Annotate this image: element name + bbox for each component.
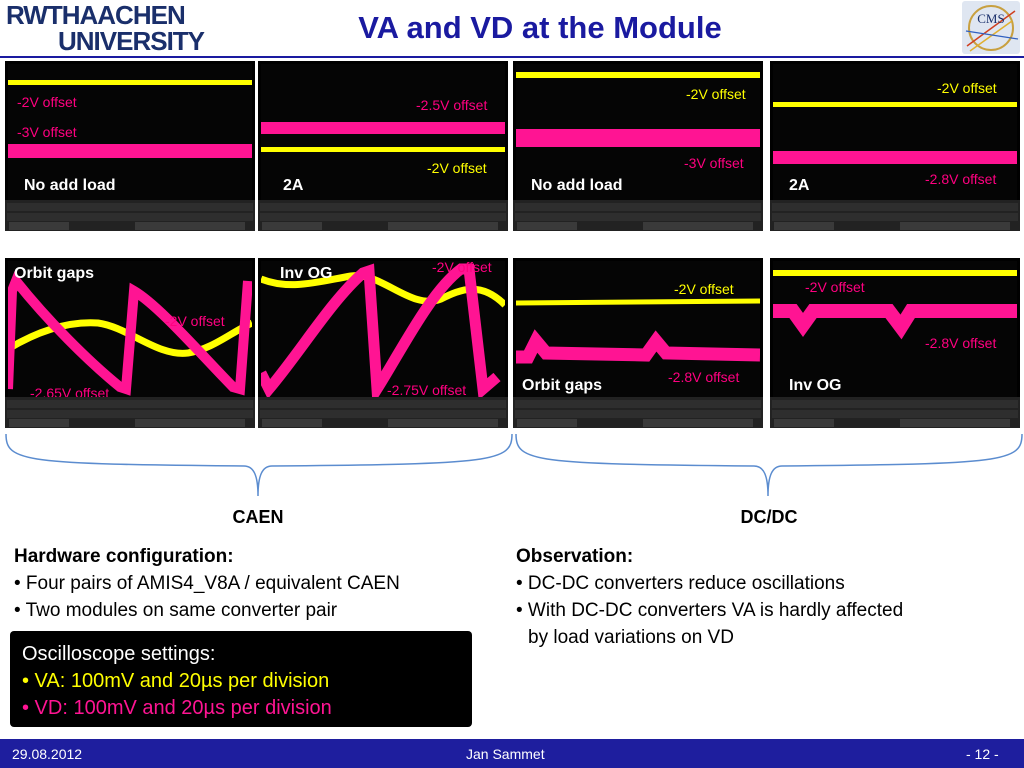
scope-waveforms	[516, 298, 760, 364]
dcdc-label: DC/DC	[740, 507, 798, 527]
yellow-offset-label: -2V offset	[937, 80, 997, 96]
yellow-offset-label: -2V offset	[165, 313, 225, 329]
scope-caption: No add load	[24, 177, 116, 194]
scope-caption: No add load	[531, 177, 623, 194]
hardware-heading: Hardware configuration:	[14, 546, 234, 567]
magenta-offset-label: -2.8V offset	[668, 369, 740, 385]
magenta-offset-label: -3V offset	[684, 155, 744, 171]
scope-panel-3: -2V offset -3V offset No add load	[513, 61, 763, 231]
footer-author: Jan Sammet	[466, 746, 545, 762]
scope-panel-1: -2V offset -3V offset No add load	[5, 61, 255, 231]
logo-line-2: UNIVERSITY	[58, 26, 205, 56]
hardware-item: • Two modules on same converter pair	[14, 600, 338, 621]
va-trace	[516, 72, 760, 78]
scope-status-bar	[513, 397, 763, 428]
dcdc-brace	[515, 433, 1023, 497]
scope-caption: Inv OG	[280, 265, 333, 282]
vd-setting: • VD: 100mV and 20µs per division	[22, 697, 332, 719]
scope-status-bar	[258, 200, 508, 231]
caen-label: CAEN	[232, 507, 284, 527]
scope-panel-6: Inv OG -2V offset -2.75V offset	[258, 258, 508, 428]
scope-status-bar	[5, 397, 255, 428]
scope-screen: -2V offset -3V offset No add load	[8, 64, 252, 200]
oscilloscope-settings-box: Oscilloscope settings: • VA: 100mV and 2…	[10, 631, 472, 727]
scope-screen: -2V offset -2.8V offset Orbit gaps	[516, 261, 760, 397]
logo-line-1: RWTHAACHEN	[6, 0, 186, 30]
yellow-offset-label: -2V offset	[432, 259, 492, 275]
vd-trace	[773, 151, 1017, 164]
magenta-offset-label: -2.75V offset	[387, 382, 467, 398]
va-trace	[261, 147, 505, 152]
rwth-logo: RWTHAACHEN UNIVERSITY	[6, 2, 206, 54]
scope-caption: Orbit gaps	[14, 265, 95, 282]
yellow-offset-label: -2V offset	[17, 94, 77, 110]
cms-logo-text: CMS	[977, 11, 1004, 26]
observation-item-continued: by load variations on VD	[528, 627, 734, 648]
cms-logo-graphic: CMS	[965, 5, 1019, 52]
va-trace	[773, 102, 1017, 107]
scope-status-bar	[258, 397, 508, 428]
header-divider	[0, 56, 1024, 58]
footer-page-number: - 12 -	[966, 746, 999, 762]
yellow-offset-label: -2V offset	[674, 281, 734, 297]
scope-screen: -2V offset -3V offset No add load	[516, 64, 760, 200]
va-trace	[516, 298, 760, 306]
slide-header	[0, 0, 1024, 56]
scope-panel-2: -2.5V offset -2V offset 2A	[258, 61, 508, 231]
scope-screen: -2.5V offset -2V offset 2A	[261, 64, 505, 200]
magenta-offset-label: -3V offset	[17, 124, 77, 140]
scope-screen: Orbit gaps -2V offset -2.65V offset	[8, 261, 252, 401]
vd-trace	[8, 271, 252, 396]
vd-trace	[261, 122, 505, 134]
scope-screen: -2V offset -2.8V offset 2A	[773, 64, 1017, 200]
footer-date: 29.08.2012	[12, 746, 83, 762]
scope-caption: 2A	[789, 177, 810, 194]
slide-title: VA and VD at the Module	[358, 10, 722, 45]
scope-panel-8: -2V offset -2.8V offset Inv OG	[770, 258, 1020, 428]
scope-screen: -2V offset -2.8V offset Inv OG	[773, 261, 1017, 397]
scope-waveforms	[261, 263, 505, 397]
scope-caption: Inv OG	[789, 377, 842, 394]
vd-trace	[261, 263, 501, 397]
va-setting: • VA: 100mV and 20µs per division	[22, 670, 330, 692]
magenta-offset-label: -2.5V offset	[416, 97, 488, 113]
caen-brace	[5, 433, 513, 497]
vd-trace	[773, 304, 1017, 340]
yellow-offset-label: -2V offset	[805, 279, 865, 295]
scope-status-bar	[770, 397, 1020, 428]
hardware-item: • Four pairs of AMIS4_V8A / equivalent C…	[14, 573, 400, 594]
observation-item: • DC-DC converters reduce oscillations	[516, 573, 845, 594]
scope-caption: Orbit gaps	[522, 377, 603, 394]
cms-logo: CMS	[962, 1, 1020, 54]
scope-panel-7: -2V offset -2.8V offset Orbit gaps	[513, 258, 763, 428]
scope-screen: Inv OG -2V offset -2.75V offset	[261, 259, 505, 398]
yellow-offset-label: -2V offset	[686, 86, 746, 102]
yellow-offset-label: -2V offset	[427, 160, 487, 176]
scope-status-bar	[770, 200, 1020, 231]
vd-trace	[8, 144, 252, 158]
magenta-offset-label: -2.8V offset	[925, 171, 997, 187]
slide-footer: 29.08.2012 Jan Sammet - 12 -	[0, 739, 1024, 768]
oscilloscope-heading: Oscilloscope settings:	[22, 643, 216, 665]
scope-waveforms	[8, 271, 252, 396]
scope-status-bar	[513, 200, 763, 231]
observation-item: • With DC-DC converters VA is hardly aff…	[516, 600, 904, 621]
magenta-offset-label: -2.8V offset	[925, 335, 997, 351]
vd-trace	[516, 329, 760, 364]
scope-waveforms	[773, 270, 1017, 340]
va-trace	[8, 80, 252, 85]
scope-panel-5: Orbit gaps -2V offset -2.65V offset	[5, 258, 255, 428]
scope-panel-4: -2V offset -2.8V offset 2A	[770, 61, 1020, 231]
scope-status-bar	[5, 200, 255, 231]
scope-caption: 2A	[283, 177, 304, 194]
vd-trace	[516, 129, 760, 147]
observation-heading: Observation:	[516, 546, 634, 567]
